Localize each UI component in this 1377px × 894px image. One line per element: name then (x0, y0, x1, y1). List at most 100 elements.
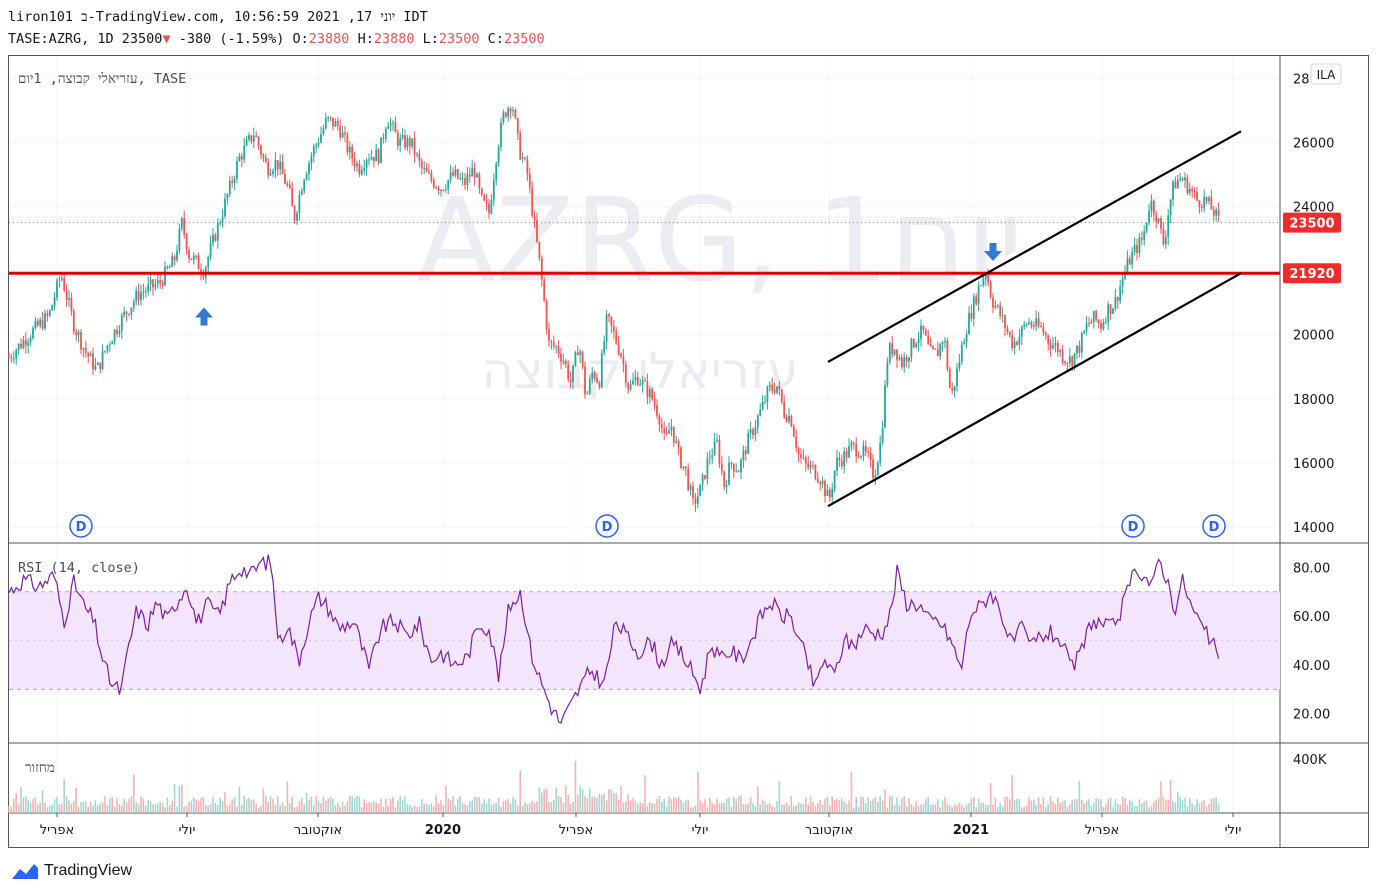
candle-up (113, 329, 116, 342)
volume-bar (1021, 807, 1023, 813)
volume-bar (185, 806, 188, 813)
volume-bar (1196, 798, 1198, 813)
volume-bar (169, 805, 171, 813)
chart-frame[interactable] (8, 55, 1369, 848)
rsi-line (8, 554, 1220, 724)
open-label: O: (292, 31, 309, 47)
volume-bar (183, 806, 185, 813)
candle-up (572, 365, 574, 383)
candle-down (185, 234, 188, 251)
candle-down (1109, 304, 1112, 314)
volume-bar (327, 798, 329, 813)
candle-down (435, 187, 438, 189)
candle-up (248, 135, 250, 140)
volume-bar (677, 796, 680, 813)
volume-bar (353, 798, 356, 813)
up-arrow-icon[interactable] (195, 307, 213, 326)
dividend-marker[interactable] (595, 514, 619, 538)
volume-bar (841, 798, 843, 813)
volume-bar (977, 798, 980, 813)
volume-bar (615, 793, 617, 813)
candle-down (651, 388, 654, 400)
candle-down (687, 468, 690, 490)
volume-bar (874, 796, 877, 813)
candle-up (399, 138, 402, 146)
volume-bar (713, 804, 716, 813)
volume-bar (322, 796, 325, 813)
candle-up (1076, 345, 1078, 354)
volume-bar (526, 804, 529, 813)
channel-upper-line[interactable] (827, 130, 1242, 363)
candle-down (250, 135, 253, 142)
high-value: 23880 (373, 31, 415, 47)
currency-badge[interactable]: ILA (1317, 68, 1337, 82)
candle-down (260, 145, 262, 155)
candle-down (807, 463, 810, 468)
volume-bar (1215, 797, 1217, 813)
candle-up (94, 364, 97, 370)
candle-down (396, 132, 399, 146)
volume-bar (41, 790, 44, 813)
candle-up (1143, 231, 1146, 240)
candle-down (624, 364, 627, 383)
candle-down (987, 274, 990, 283)
volume-bar (111, 797, 113, 813)
volume-bar (716, 798, 718, 813)
candle-up (579, 351, 582, 356)
volume-bar (1083, 803, 1085, 813)
volume-bar (433, 806, 435, 813)
volume-bar (701, 803, 704, 813)
candle-up (370, 156, 373, 160)
candle-down (1047, 335, 1050, 344)
dividend-marker[interactable] (69, 514, 93, 538)
candle-down (783, 402, 786, 417)
volume-bar (152, 804, 154, 813)
candle-up (317, 142, 320, 145)
candle-up (634, 376, 637, 381)
volume-bar (956, 804, 958, 813)
volume-bar (922, 804, 925, 813)
volume-bar (490, 804, 493, 813)
candle-up (984, 274, 987, 279)
chart-canvas[interactable]: AZRG, 1יום עזריאלי קבוצה D D D D 14000 16000 180… (0, 0, 1377, 860)
volume-bar (1028, 796, 1030, 813)
candle-up (965, 333, 968, 342)
candle-down (852, 442, 855, 444)
candle-up (994, 305, 997, 308)
down-arrow-icon[interactable] (984, 243, 1002, 262)
volume-bar (140, 796, 142, 813)
volume-bar (97, 805, 99, 813)
volume-bar (800, 803, 802, 813)
currency-badge-bg[interactable] (1310, 63, 1342, 85)
volume-bar (1107, 799, 1109, 813)
volume-bar (1165, 799, 1167, 813)
candle-up (296, 213, 298, 221)
volume-bar (1102, 806, 1105, 813)
volume-bar (1069, 804, 1071, 813)
channel-lower-line[interactable] (827, 272, 1242, 508)
candle-down (257, 137, 260, 146)
volume-bar (1129, 799, 1131, 813)
dividend-marker[interactable] (1121, 514, 1145, 538)
volume-bar (1201, 801, 1203, 813)
candle-down (432, 180, 435, 188)
candle-down (905, 357, 908, 362)
volume-bar (853, 807, 855, 813)
candle-down (543, 279, 546, 301)
volume-bar (351, 796, 353, 813)
volume-bar (1078, 780, 1081, 813)
candle-up (910, 338, 913, 358)
tradingview-logo[interactable]: TradingView (10, 858, 132, 884)
volume-bar (1033, 799, 1035, 813)
volume-bar (87, 806, 89, 813)
dividend-marker[interactable] (1202, 514, 1226, 538)
candle-down (548, 328, 550, 342)
volume-bar (154, 803, 157, 813)
volume-bar (284, 805, 286, 813)
candle-up (1164, 237, 1167, 245)
volume-bar (968, 802, 970, 813)
candle-down (684, 466, 687, 469)
candle-up (941, 342, 944, 344)
volume-bar (221, 801, 224, 813)
candle-up (17, 343, 20, 351)
